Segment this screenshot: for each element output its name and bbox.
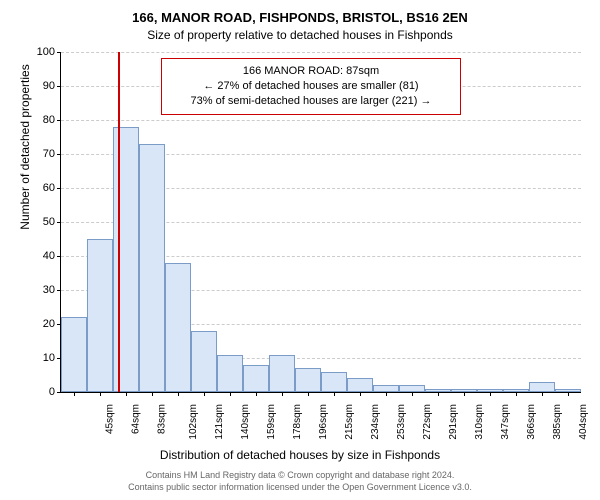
xtick-label: 45sqm bbox=[105, 398, 116, 434]
chart-container: { "chart": { "type": "histogram", "title… bbox=[0, 0, 600, 500]
ytick-label: 70 bbox=[43, 148, 61, 160]
ytick-label: 80 bbox=[43, 114, 61, 126]
plot-area: 010203040506070809010045sqm64sqm83sqm102… bbox=[60, 52, 581, 393]
xtick-label: 215sqm bbox=[344, 398, 355, 440]
xtick-label: 385sqm bbox=[552, 398, 563, 440]
xtick-mark bbox=[542, 392, 543, 396]
ytick-label: 30 bbox=[43, 284, 61, 296]
gridline bbox=[61, 120, 581, 121]
gridline bbox=[61, 52, 581, 53]
xtick-label: 272sqm bbox=[422, 398, 433, 440]
ytick-label: 60 bbox=[43, 182, 61, 194]
ytick-label: 100 bbox=[37, 46, 61, 58]
xtick-label: 196sqm bbox=[318, 398, 329, 440]
histogram-bar bbox=[87, 239, 113, 392]
xtick-mark bbox=[464, 392, 465, 396]
xtick-mark bbox=[100, 392, 101, 396]
ytick-label: 0 bbox=[49, 386, 61, 398]
ytick-label: 90 bbox=[43, 80, 61, 92]
xtick-mark bbox=[386, 392, 387, 396]
attribution-line-1: Contains HM Land Registry data © Crown c… bbox=[146, 470, 455, 480]
histogram-bar bbox=[295, 368, 321, 392]
histogram-bar bbox=[191, 331, 217, 392]
xtick-mark bbox=[178, 392, 179, 396]
histogram-bar bbox=[139, 144, 165, 392]
xtick-label: 310sqm bbox=[474, 398, 485, 440]
xtick-mark bbox=[74, 392, 75, 396]
xtick-mark bbox=[308, 392, 309, 396]
xtick-label: 178sqm bbox=[292, 398, 303, 440]
xtick-label: 253sqm bbox=[396, 398, 407, 440]
xtick-mark bbox=[516, 392, 517, 396]
histogram-bar bbox=[529, 382, 555, 392]
xtick-mark bbox=[230, 392, 231, 396]
histogram-bar bbox=[321, 372, 347, 392]
ytick-label: 50 bbox=[43, 216, 61, 228]
xtick-label: 366sqm bbox=[526, 398, 537, 440]
histogram-bar bbox=[269, 355, 295, 392]
histogram-bar bbox=[399, 385, 425, 392]
histogram-bar bbox=[243, 365, 269, 392]
histogram-bar bbox=[61, 317, 87, 392]
y-axis-label: Number of detached properties bbox=[18, 0, 32, 317]
histogram-bar bbox=[347, 378, 373, 392]
xtick-mark bbox=[360, 392, 361, 396]
xtick-mark bbox=[282, 392, 283, 396]
xtick-mark bbox=[256, 392, 257, 396]
xtick-label: 291sqm bbox=[448, 398, 459, 440]
xtick-label: 121sqm bbox=[214, 398, 225, 440]
xtick-mark bbox=[412, 392, 413, 396]
xtick-label: 404sqm bbox=[578, 398, 589, 440]
ytick-label: 10 bbox=[43, 352, 61, 364]
histogram-bar bbox=[373, 385, 399, 392]
xtick-label: 83sqm bbox=[157, 398, 168, 434]
xtick-label: 140sqm bbox=[240, 398, 251, 440]
chart-title: 166, MANOR ROAD, FISHPONDS, BRISTOL, BS1… bbox=[0, 10, 600, 25]
xtick-label: 102sqm bbox=[188, 398, 199, 440]
xtick-label: 347sqm bbox=[500, 398, 511, 440]
xtick-mark bbox=[334, 392, 335, 396]
x-axis-label: Distribution of detached houses by size … bbox=[0, 448, 600, 462]
xtick-label: 159sqm bbox=[266, 398, 277, 440]
ytick-label: 40 bbox=[43, 250, 61, 262]
xtick-mark bbox=[204, 392, 205, 396]
xtick-mark bbox=[490, 392, 491, 396]
xtick-label: 234sqm bbox=[370, 398, 381, 440]
annotation-line: 73% of semi-detached houses are larger (… bbox=[167, 94, 455, 109]
xtick-mark bbox=[438, 392, 439, 396]
xtick-mark bbox=[152, 392, 153, 396]
histogram-bar bbox=[217, 355, 243, 392]
histogram-bar bbox=[165, 263, 191, 392]
chart-subtitle: Size of property relative to detached ho… bbox=[0, 28, 600, 42]
attribution-line-2: Contains public sector information licen… bbox=[128, 482, 472, 492]
xtick-mark bbox=[126, 392, 127, 396]
histogram-bar bbox=[113, 127, 139, 392]
marker-line bbox=[118, 52, 120, 392]
annotation-line: 166 MANOR ROAD: 87sqm bbox=[167, 64, 455, 79]
ytick-label: 20 bbox=[43, 318, 61, 330]
annotation-box: 166 MANOR ROAD: 87sqm← 27% of detached h… bbox=[161, 58, 461, 115]
attribution-text: Contains HM Land Registry data © Crown c… bbox=[0, 470, 600, 493]
xtick-mark bbox=[568, 392, 569, 396]
annotation-line: ← 27% of detached houses are smaller (81… bbox=[167, 79, 455, 94]
xtick-label: 64sqm bbox=[131, 398, 142, 434]
